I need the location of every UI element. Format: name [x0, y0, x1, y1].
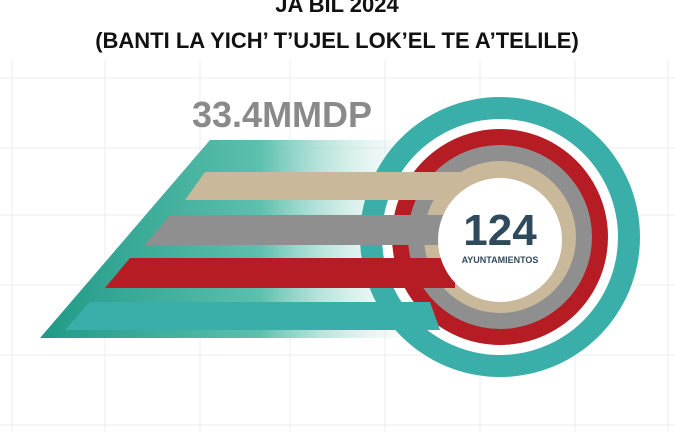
teal-stripe [65, 302, 440, 330]
red-stripe [105, 258, 455, 288]
infographic: JA BIL 2024 (BANTI LA YICH’ T’UJEL LOK’E… [0, 0, 675, 432]
count: 124 [463, 206, 537, 255]
page: JA BIL 2024 (BANTI LA YICH’ T’UJEL LOK’E… [0, 0, 675, 432]
amount: 33.4MMDP [192, 94, 372, 135]
tan-stripe [185, 172, 470, 200]
subtitle: (BANTI LA YICH’ T’UJEL LOK’EL TE A’TELIL… [95, 28, 579, 53]
count-label: AYUNTAMIENTOS [462, 255, 539, 265]
title: JA BIL 2024 [275, 0, 399, 17]
gray-stripe [145, 215, 460, 245]
